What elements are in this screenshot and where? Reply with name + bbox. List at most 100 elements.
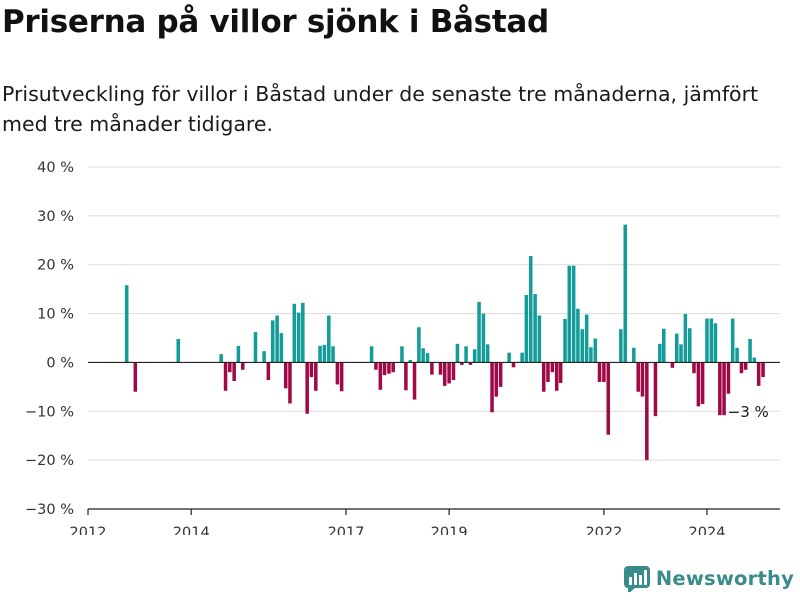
data-bar bbox=[558, 362, 563, 383]
x-tick-label: 2022 bbox=[585, 525, 622, 535]
data-bar bbox=[597, 362, 602, 382]
data-bar bbox=[606, 362, 611, 435]
data-bar bbox=[460, 362, 464, 365]
data-bar bbox=[451, 362, 456, 381]
y-axis-ticks: 40 % 30 % 20 % 10 % 0 % −10 % −20 % −30 % bbox=[25, 160, 74, 518]
data-bar bbox=[541, 362, 546, 392]
data-bar bbox=[756, 362, 761, 386]
data-bar bbox=[279, 333, 284, 363]
latest-value-label: −3 % bbox=[728, 403, 769, 421]
data-bar bbox=[400, 346, 404, 363]
data-bar bbox=[378, 362, 383, 390]
data-bar bbox=[739, 362, 744, 374]
bar-chart-logo-icon bbox=[623, 566, 650, 592]
data-bar bbox=[421, 348, 425, 363]
data-bar bbox=[670, 362, 675, 368]
y-tick-label: 40 % bbox=[37, 160, 74, 176]
data-bar bbox=[593, 338, 598, 363]
data-bar bbox=[709, 318, 714, 363]
data-bar bbox=[305, 362, 309, 414]
data-bar bbox=[369, 346, 374, 363]
data-bar bbox=[507, 352, 511, 363]
data-bar bbox=[524, 295, 529, 363]
data-bar bbox=[266, 362, 271, 381]
data-bar bbox=[322, 344, 327, 363]
data-bar bbox=[645, 362, 649, 461]
data-bar bbox=[511, 362, 516, 368]
data-bar bbox=[533, 294, 537, 363]
chart-subtitle: Prisutveckling för villor i Båstad under… bbox=[2, 82, 759, 136]
x-axis bbox=[88, 361, 780, 510]
data-bar bbox=[176, 338, 181, 363]
data-bar bbox=[584, 314, 589, 363]
data-bar bbox=[292, 303, 297, 363]
data-bar bbox=[563, 318, 567, 363]
data-bar bbox=[262, 351, 266, 363]
x-tick-label: 2012 bbox=[70, 525, 107, 535]
y-tick-label: −20 % bbox=[25, 453, 74, 469]
data-bar bbox=[438, 362, 443, 375]
data-bar bbox=[442, 362, 447, 386]
data-bar bbox=[623, 224, 627, 363]
data-bar bbox=[580, 329, 585, 363]
data-bar bbox=[468, 362, 473, 365]
x-tick-label: 2014 bbox=[173, 525, 210, 535]
data-bar bbox=[713, 323, 718, 363]
data-bar bbox=[688, 328, 692, 363]
data-bar bbox=[743, 362, 748, 370]
data-bar bbox=[412, 362, 417, 400]
data-bar bbox=[752, 357, 757, 363]
data-bar bbox=[494, 362, 499, 397]
data-bar bbox=[520, 352, 524, 363]
data-bar bbox=[309, 362, 314, 378]
data-bar bbox=[705, 318, 709, 363]
data-bar bbox=[576, 308, 580, 363]
data-bar bbox=[404, 362, 408, 391]
data-bar bbox=[417, 327, 421, 363]
data-bar bbox=[296, 312, 301, 363]
y-tick-label: 0 % bbox=[46, 355, 74, 371]
data-bar bbox=[498, 362, 503, 387]
data-bar bbox=[283, 362, 288, 389]
data-bar bbox=[387, 362, 391, 374]
data-bar bbox=[472, 349, 477, 363]
data-bar bbox=[425, 353, 430, 363]
bars bbox=[124, 224, 765, 461]
data-bar bbox=[546, 362, 550, 382]
data-bar bbox=[481, 313, 486, 363]
data-bar bbox=[408, 359, 413, 363]
data-bar bbox=[288, 362, 292, 404]
data-bar bbox=[314, 362, 318, 391]
data-bar bbox=[636, 362, 640, 392]
x-tick-label: 2024 bbox=[689, 525, 726, 535]
x-axis-ticks: 2012 2014 2017 2019 2022 2024 bbox=[70, 509, 726, 535]
newsworthy-logo: Newsworthy bbox=[623, 564, 794, 592]
data-bar bbox=[692, 362, 696, 374]
chart-title: Priserna på villor sjönk i Båstad bbox=[2, 4, 549, 40]
data-bar bbox=[331, 346, 335, 363]
data-bar bbox=[232, 362, 236, 381]
data-bar bbox=[550, 362, 555, 373]
data-bar bbox=[430, 362, 434, 375]
data-bar bbox=[335, 362, 340, 385]
data-bar bbox=[683, 314, 688, 363]
bar-chart: 40 %30 %20 %10 %0 %−10 %−20 %−30 % 2012 2… bbox=[25, 160, 780, 535]
brand-name: Newsworthy bbox=[655, 566, 794, 590]
data-bar bbox=[571, 265, 576, 363]
gridlines bbox=[88, 166, 780, 461]
data-bar bbox=[662, 328, 666, 363]
data-bar bbox=[374, 362, 378, 370]
data-bar bbox=[619, 329, 623, 363]
y-tick-label: 10 % bbox=[37, 307, 74, 323]
data-bar bbox=[339, 362, 344, 392]
y-tick-label: −10 % bbox=[25, 404, 74, 420]
data-bar bbox=[223, 362, 228, 391]
data-bar bbox=[477, 301, 481, 363]
data-bar bbox=[537, 315, 542, 363]
data-bar bbox=[640, 362, 645, 397]
data-bar bbox=[485, 344, 490, 363]
data-bar bbox=[228, 362, 232, 373]
data-bar bbox=[236, 345, 241, 363]
annotations: −3 % bbox=[728, 403, 769, 421]
data-bar bbox=[219, 354, 223, 363]
